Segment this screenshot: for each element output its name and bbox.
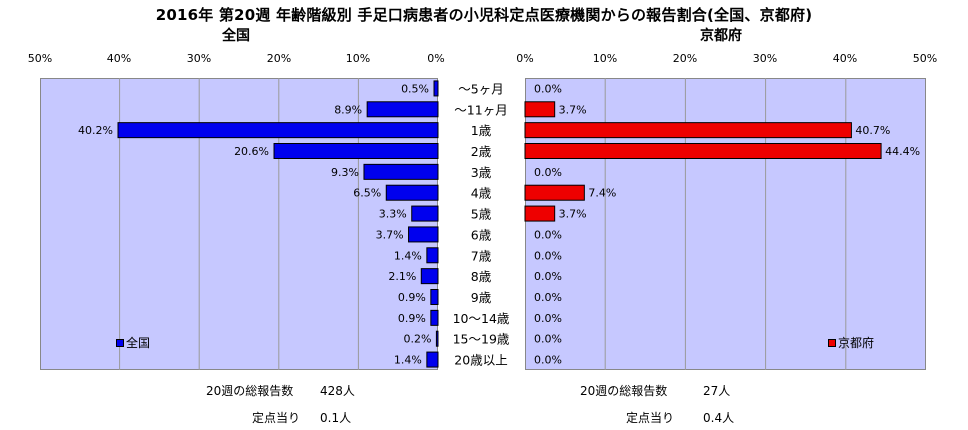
kyoto-value-label: 0.0% bbox=[534, 291, 562, 304]
national-bar bbox=[433, 80, 439, 97]
national-value-label: 3.3% bbox=[379, 208, 407, 221]
kyoto-value-label: 0.0% bbox=[534, 228, 562, 241]
kyoto-bar bbox=[524, 101, 556, 118]
national-value-label: 0.9% bbox=[398, 291, 426, 304]
national-value-label: 9.3% bbox=[331, 166, 359, 179]
kyoto-tick-label: 0% bbox=[516, 52, 534, 65]
kyoto-value-label: 44.4% bbox=[885, 145, 920, 158]
national-bar bbox=[435, 330, 439, 347]
national-bar bbox=[411, 205, 439, 222]
kyoto-legend-label: 京都府 bbox=[838, 336, 875, 350]
national-bar bbox=[430, 309, 439, 326]
kyoto-value-label: 0.0% bbox=[534, 270, 562, 283]
national-legend-label: 全国 bbox=[126, 336, 151, 350]
kyoto-tick-label: 30% bbox=[752, 52, 778, 65]
chart-title: 2016年 第20週 年齢階級別 手足口病患者の小児科定点医療機関からの報告割合… bbox=[155, 6, 813, 24]
national-bar bbox=[363, 163, 439, 180]
kyoto-tick-label: 10% bbox=[592, 52, 618, 65]
kyoto-panel-title: 京都府 bbox=[700, 28, 742, 44]
age-category-label: 6歳 bbox=[471, 227, 492, 242]
age-category-label: ～11ヶ月 bbox=[454, 102, 507, 117]
national-bar bbox=[385, 184, 439, 201]
national-bar bbox=[426, 247, 439, 264]
national-value-label: 2.1% bbox=[388, 270, 416, 283]
age-category-label: 10～14歳 bbox=[453, 311, 510, 326]
national-bar bbox=[426, 351, 439, 368]
kyoto-value-label: 3.7% bbox=[559, 103, 587, 116]
kyoto-value-label: 0.0% bbox=[534, 333, 562, 346]
kyoto-legend: 京都府 bbox=[828, 334, 874, 351]
national-tick-label: 20% bbox=[266, 52, 292, 65]
age-category-label: 20歳以上 bbox=[454, 353, 507, 368]
national-tick-label: 30% bbox=[186, 52, 212, 65]
kyoto-bar bbox=[524, 122, 852, 139]
kyoto-value-label: 7.4% bbox=[588, 187, 616, 200]
kyoto-value-label: 0.0% bbox=[534, 354, 562, 367]
kyoto-per-label: 定点当り bbox=[626, 411, 675, 425]
kyoto-value-label: 0.0% bbox=[534, 166, 562, 179]
kyoto-value-label: 3.7% bbox=[559, 208, 587, 221]
national-tick-label: 50% bbox=[27, 52, 53, 65]
kyoto-value-label: 0.0% bbox=[534, 312, 562, 325]
kyoto-bar bbox=[524, 205, 556, 222]
national-panel-title: 全国 bbox=[222, 28, 250, 44]
national-bar bbox=[420, 268, 439, 285]
kyoto-tick-label: 50% bbox=[912, 52, 938, 65]
national-per-label: 定点当り bbox=[252, 411, 301, 425]
national-value-label: 0.2% bbox=[403, 333, 431, 346]
national-value-label: 0.9% bbox=[398, 312, 426, 325]
kyoto-value-label: 0.0% bbox=[534, 249, 562, 262]
national-tick-label: 40% bbox=[106, 52, 132, 65]
national-value-label: 1.4% bbox=[394, 354, 422, 367]
national-legend: 全国 bbox=[116, 334, 150, 351]
national-legend-swatch bbox=[116, 338, 124, 347]
age-category-label: 9歳 bbox=[471, 290, 492, 305]
age-category-label: 5歳 bbox=[471, 207, 492, 222]
age-category-label: ～5ヶ月 bbox=[458, 81, 503, 96]
kyoto-value-label: 40.7% bbox=[855, 124, 890, 137]
kyoto-tick-label: 40% bbox=[832, 52, 858, 65]
kyoto-total-label: 20週の総報告数 bbox=[580, 384, 668, 398]
national-per-value: 0.1人 bbox=[320, 411, 352, 425]
national-tick-label: 10% bbox=[345, 52, 371, 65]
age-category-label: 7歳 bbox=[471, 248, 492, 263]
age-category-label: 15～19歳 bbox=[453, 332, 510, 347]
national-value-label: 3.7% bbox=[376, 228, 404, 241]
national-bar bbox=[117, 122, 439, 139]
kyoto-total-value: 27人 bbox=[703, 384, 731, 398]
age-category-label: 4歳 bbox=[471, 186, 492, 201]
kyoto-per-value: 0.4人 bbox=[703, 411, 735, 425]
national-tick-label: 0% bbox=[427, 52, 445, 65]
national-value-label: 40.2% bbox=[78, 124, 113, 137]
national-bar bbox=[366, 101, 439, 118]
kyoto-tick-label: 20% bbox=[672, 52, 698, 65]
national-value-label: 6.5% bbox=[353, 187, 381, 200]
age-category-label: 3歳 bbox=[471, 165, 492, 180]
kyoto-legend-swatch bbox=[828, 338, 836, 347]
national-total-label: 20週の総報告数 bbox=[206, 384, 294, 398]
age-category-label: 8歳 bbox=[471, 269, 492, 284]
kyoto-bar bbox=[524, 184, 585, 201]
kyoto-value-label: 0.0% bbox=[534, 82, 562, 95]
kyoto-bar bbox=[524, 143, 882, 159]
age-category-label: 2歳 bbox=[471, 144, 492, 159]
age-category-label: 1歳 bbox=[471, 123, 492, 138]
national-bar bbox=[408, 226, 439, 243]
national-value-label: 1.4% bbox=[394, 249, 422, 262]
national-bar bbox=[430, 289, 439, 305]
national-total-value: 428人 bbox=[320, 384, 355, 398]
national-value-label: 8.9% bbox=[334, 103, 362, 116]
national-value-label: 20.6% bbox=[234, 145, 269, 158]
national-value-label: 0.5% bbox=[401, 82, 429, 95]
national-bar bbox=[273, 143, 439, 159]
